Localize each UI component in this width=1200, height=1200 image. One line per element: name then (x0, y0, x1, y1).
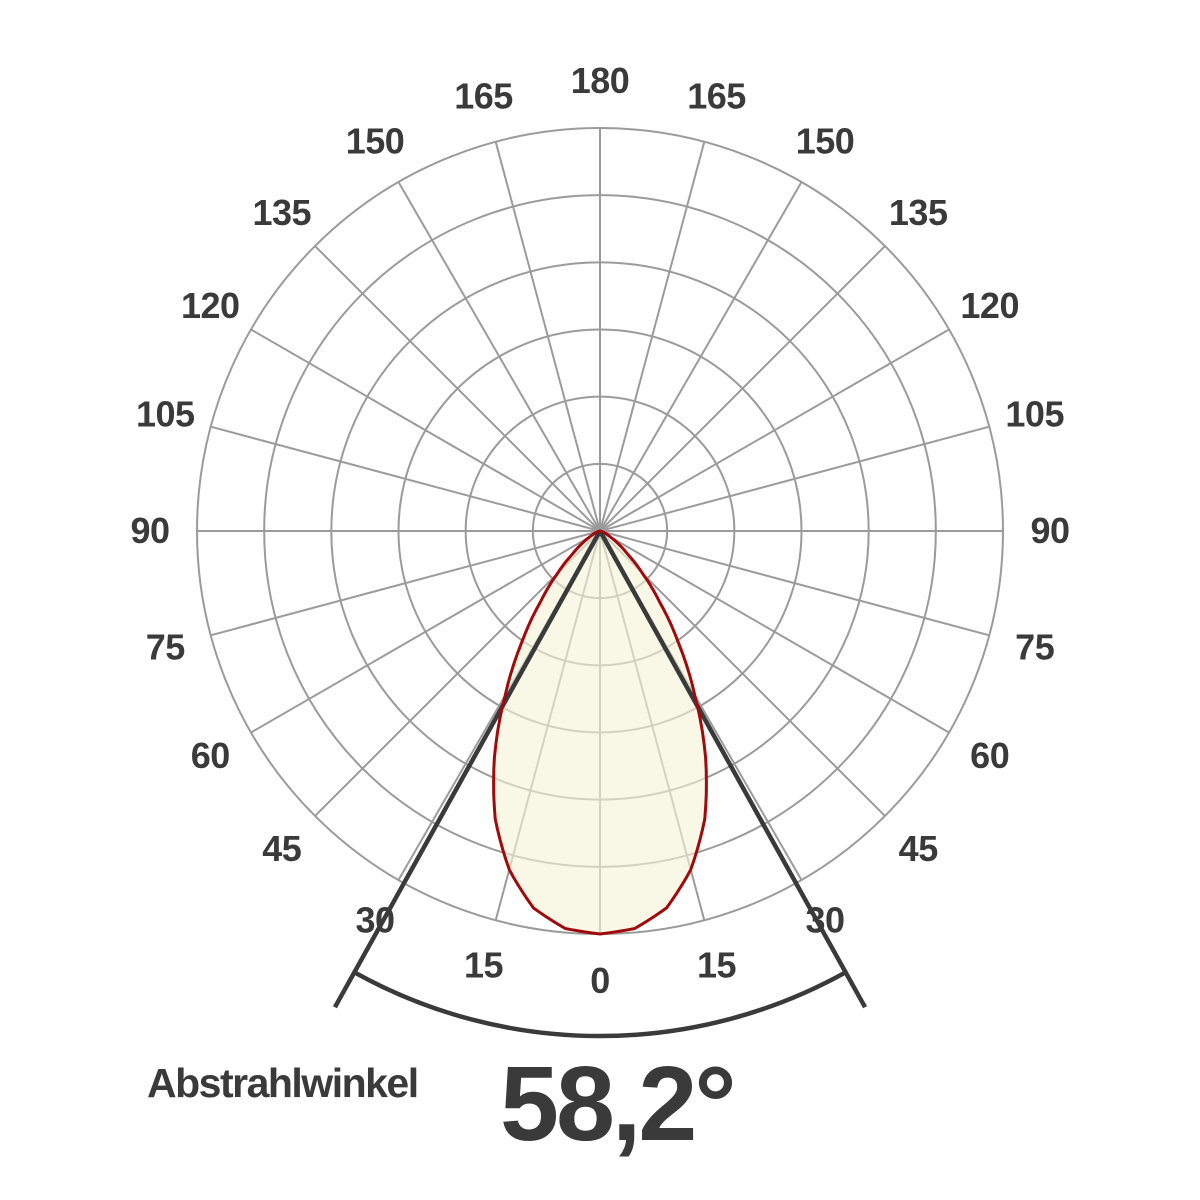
grid-spoke (599, 328, 950, 532)
beam-angle-line (598, 529, 868, 1009)
angle-label-75-left: 75 (146, 627, 186, 668)
grid-spoke (599, 181, 803, 532)
grid-spoke (397, 181, 601, 532)
beam-lobe-outline (492, 529, 708, 936)
angle-label-30-right: 30 (805, 900, 844, 941)
grid-spoke (210, 425, 601, 532)
angle-label-45-left: 45 (262, 828, 302, 869)
grid-spoke (494, 141, 601, 532)
angle-label-60-left: 60 (191, 735, 230, 776)
angle-label-165-right: 165 (687, 75, 746, 116)
angle-label-0: 0 (590, 960, 610, 1001)
grid-spoke (210, 530, 601, 637)
angle-label-45-right: 45 (899, 828, 939, 869)
angle-label-120-left: 120 (181, 285, 240, 326)
grid-spoke (599, 425, 990, 532)
angle-label-135-right: 135 (889, 192, 948, 233)
grid-spoke (314, 245, 601, 532)
grid-spoke (250, 328, 601, 532)
grid-spoke (599, 141, 706, 532)
grid-spoke (599, 245, 886, 532)
angle-label-150-left: 150 (346, 120, 405, 161)
angle-label-90-right: 90 (1030, 510, 1069, 551)
beam-lobe-fill (493, 531, 707, 934)
angle-label-60-right: 60 (970, 735, 1009, 776)
angle-label-15-right: 15 (697, 945, 737, 986)
beam-angle-value: 58,2° (500, 1045, 737, 1163)
angle-label-105-left: 105 (136, 394, 195, 435)
angle-label-135-left: 135 (253, 192, 312, 233)
angle-label-120-right: 120 (960, 285, 1019, 326)
angle-label-90-left: 90 (130, 510, 169, 551)
beam-angle-line (332, 529, 602, 1009)
beam-angle-caption-label: Abstrahlwinkel (147, 1060, 419, 1106)
angle-label-180: 180 (571, 60, 630, 101)
beam-angle-indicator (332, 529, 868, 1039)
angle-label-150-right: 150 (796, 120, 855, 161)
angle-label-15-left: 15 (464, 945, 504, 986)
angle-label-30-left: 30 (355, 900, 394, 941)
beam-angle-arc (353, 970, 847, 1039)
angle-labels: 0 15 15 30 30 45 45 60 60 75 75 90 90 105 105 120 120 135… (130, 60, 1070, 1001)
grid-spoke (599, 530, 990, 637)
grid-spoke (599, 530, 950, 734)
grid-spoke (250, 530, 601, 734)
angle-label-75-right: 75 (1015, 627, 1055, 668)
angle-label-165-left: 165 (454, 75, 513, 116)
angle-label-105-right: 105 (1005, 394, 1064, 435)
